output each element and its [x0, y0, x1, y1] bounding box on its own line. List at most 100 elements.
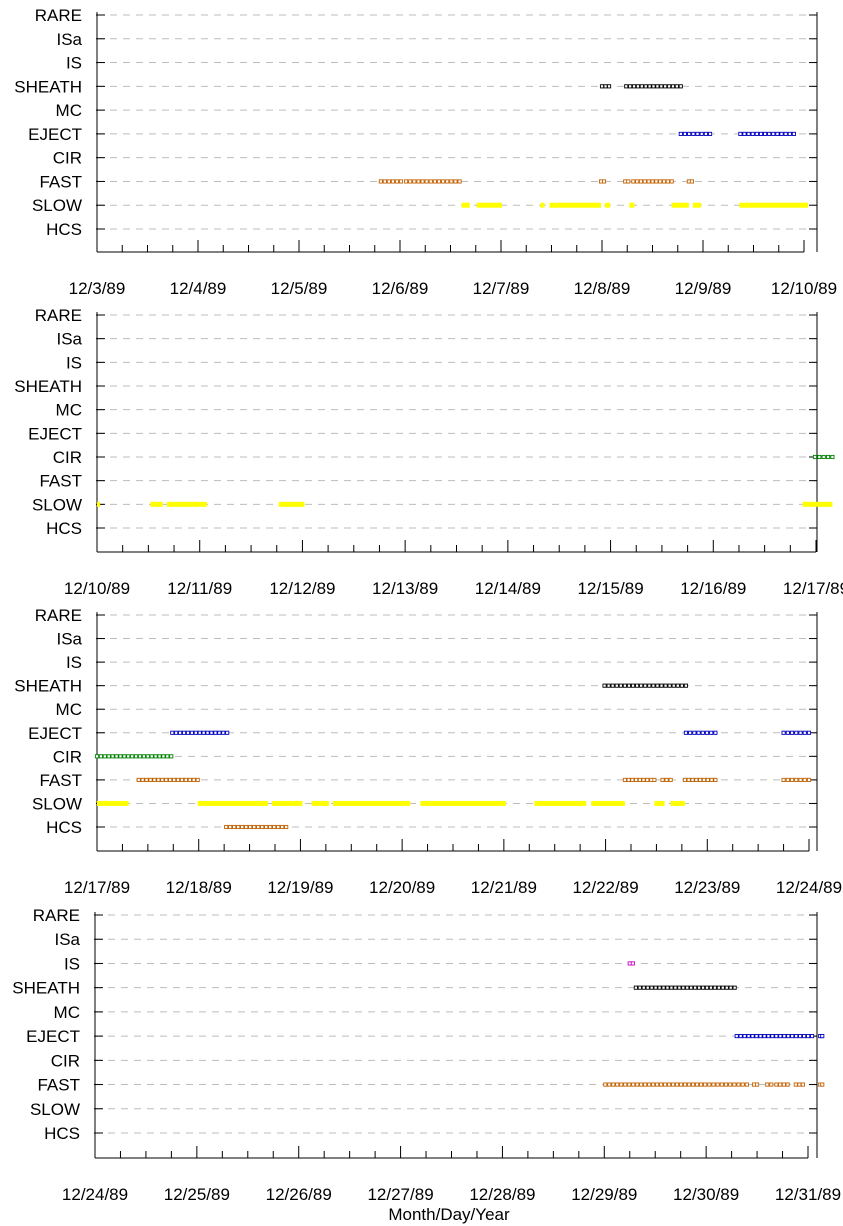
interval-marker	[802, 777, 807, 782]
interval-marker	[732, 985, 737, 990]
interval-marker	[164, 777, 169, 782]
interval-marker	[669, 179, 674, 184]
interval-marker	[704, 985, 710, 990]
interval-marker	[244, 824, 249, 830]
interval-marker	[118, 754, 123, 759]
interval-marker	[798, 777, 803, 782]
interval-marker	[683, 730, 688, 735]
interval-marker	[610, 683, 615, 688]
interval-marker	[785, 730, 790, 735]
interval-marker	[136, 777, 141, 782]
interval-marker	[607, 84, 612, 89]
interval-marker	[789, 777, 795, 782]
interval-marker	[98, 754, 103, 759]
x-tick-label: 12/24/89	[776, 878, 842, 897]
slow-interval-bar	[97, 501, 101, 507]
interval-marker	[611, 1082, 616, 1087]
interval-marker	[742, 1034, 747, 1039]
interval-marker	[453, 179, 458, 184]
x-tick-label: 12/19/89	[267, 878, 333, 897]
interval-marker	[701, 777, 707, 782]
interval-marker	[686, 777, 691, 782]
interval-marker	[618, 683, 623, 688]
interval-marker	[821, 454, 826, 460]
interval-marker	[820, 1034, 825, 1039]
x-tick-label: 12/31/89	[775, 1185, 841, 1204]
interval-marker	[179, 777, 185, 782]
interval-marker	[800, 1082, 805, 1087]
interval-marker	[441, 179, 446, 184]
interval-marker	[106, 754, 111, 759]
interval-marker	[744, 1082, 749, 1087]
event-interval-fast	[682, 777, 718, 782]
interval-marker	[599, 84, 605, 89]
interval-marker	[110, 754, 115, 759]
interval-marker	[709, 730, 714, 735]
interval-marker	[708, 985, 714, 990]
event-interval-fast	[378, 179, 404, 184]
y-tick-label: FAST	[39, 771, 82, 790]
x-tick-label: 12/28/89	[469, 1185, 535, 1204]
slow-interval-bar	[420, 800, 506, 806]
y-tick-label: IS	[66, 54, 82, 73]
interval-marker	[631, 1082, 636, 1087]
interval-marker	[668, 777, 673, 782]
interval-marker	[651, 84, 656, 89]
event-interval-fast	[765, 1082, 774, 1087]
y-tick-label: HCS	[46, 519, 82, 538]
interval-marker	[746, 1034, 751, 1039]
event-interval-is	[627, 961, 635, 966]
interval-marker	[626, 683, 632, 688]
interval-marker	[708, 131, 713, 136]
interval-marker	[114, 754, 119, 759]
interval-marker	[687, 1082, 692, 1087]
event-interval-fast	[686, 179, 694, 184]
x-tick-label: 12/11/89	[167, 579, 232, 598]
y-tick-label: CIR	[53, 747, 82, 766]
event-interval-eject	[781, 730, 812, 735]
interval-marker	[661, 179, 667, 184]
interval-marker	[614, 683, 619, 688]
interval-marker	[806, 730, 812, 735]
interval-marker	[750, 1034, 755, 1039]
x-tick-label: 12/6/89	[372, 279, 429, 298]
interval-marker	[420, 179, 425, 184]
slow-interval-bar	[591, 800, 625, 806]
slow-interval-bar	[739, 202, 809, 208]
interval-marker	[445, 179, 450, 184]
y-tick-label: ISa	[56, 30, 82, 49]
interval-marker	[677, 985, 682, 990]
interval-marker	[137, 754, 143, 759]
y-tick-label: MC	[56, 101, 82, 120]
x-tick-label: 12/14/89	[475, 579, 541, 598]
interval-marker	[663, 1082, 668, 1087]
interval-marker	[663, 683, 668, 688]
interval-marker	[386, 179, 391, 184]
y-tick-label: FAST	[37, 1076, 80, 1095]
interval-marker	[634, 777, 639, 782]
interval-marker	[169, 754, 174, 759]
interval-marker	[750, 131, 755, 136]
x-tick-label: 12/7/89	[473, 279, 530, 298]
slow-interval-bar	[692, 202, 701, 208]
interval-marker	[205, 730, 210, 735]
interval-marker	[653, 985, 658, 990]
interval-marker	[635, 683, 640, 688]
y-tick-label: MC	[56, 700, 82, 719]
interval-marker	[432, 179, 437, 184]
event-interval-fast	[818, 1082, 825, 1087]
interval-marker	[758, 131, 764, 136]
event-interval-fast	[649, 777, 657, 782]
interval-marker	[645, 777, 650, 782]
interval-marker	[665, 179, 670, 184]
event-interval-sheath	[602, 683, 688, 688]
interval-marker	[769, 1082, 774, 1087]
interval-marker	[185, 730, 191, 735]
interval-marker	[671, 1082, 676, 1087]
interval-marker	[782, 1034, 787, 1039]
interval-marker	[280, 824, 285, 830]
slow-interval-bar	[670, 800, 685, 806]
interval-marker	[225, 730, 230, 735]
interval-marker	[681, 985, 686, 990]
interval-marker	[682, 131, 688, 136]
